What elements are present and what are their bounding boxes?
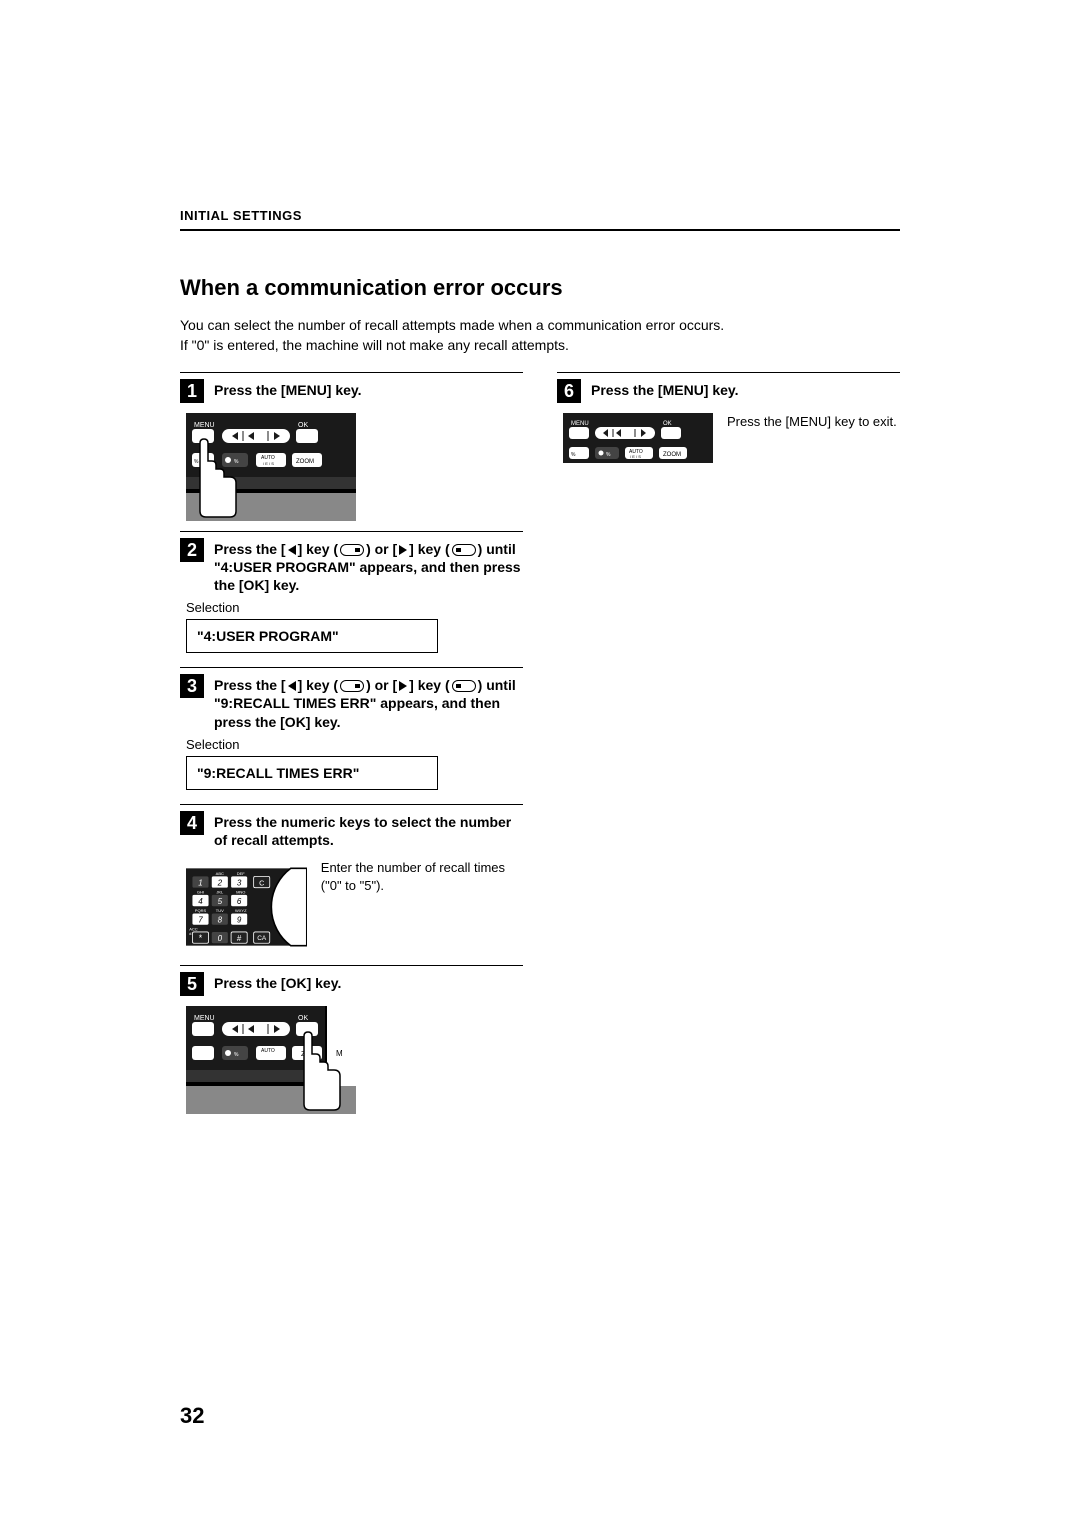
section-header: INITIAL SETTINGS [180,208,900,223]
svg-text:4: 4 [198,897,203,906]
svg-text:%: % [194,459,199,465]
step-4-title: Press the numeric keys to select the num… [214,811,523,849]
label-ok: OK [298,422,308,429]
pill-right-icon [452,544,476,556]
svg-text:*: * [199,933,203,943]
svg-text:/ E / S: / E / S [263,461,274,466]
step-4-number: 4 [180,811,204,835]
svg-text:MENU: MENU [194,1015,215,1022]
right-arrow-icon [399,681,407,691]
pill-right-icon [452,680,476,692]
svg-text:DEF: DEF [237,871,246,876]
step-2-number: 2 [180,538,204,562]
step-2-title: Press the [] key () or [] key () until "… [214,538,523,595]
lcd-user-program: "4:USER PROGRAM" [186,619,438,653]
svg-text:8: 8 [218,915,223,924]
step-2-head: 2 Press the [] key () or [] key () until… [180,531,523,595]
intro-text: You can select the number of recall atte… [180,315,900,356]
svg-text:AUTO: AUTO [261,1048,275,1054]
svg-text:TUV: TUV [216,908,224,913]
selection-label-1: Selection [186,600,523,615]
label-zoom: ZOOM [296,459,314,465]
numeric-keypad: ABC DEF 1 2 3 C GHI JKL MNO 4 5 6 PQRS T… [186,859,307,955]
svg-text:WXYZ: WXYZ [235,908,247,913]
step-3-number: 3 [180,674,204,698]
svg-text:5: 5 [218,897,223,906]
svg-text:3: 3 [237,878,242,887]
svg-text:%: % [606,452,611,458]
svg-text:OK: OK [298,1015,308,1022]
column-right: 6 Press the [MENU] key. MENU OK [557,370,900,1125]
step-6-number: 6 [557,379,581,403]
svg-text:6: 6 [237,897,242,906]
svg-text:OK: OK [663,421,672,427]
svg-text:0: 0 [218,934,223,943]
svg-text:JKL: JKL [216,889,224,894]
selection-label-2: Selection [186,737,523,752]
columns: 1 Press the [MENU] key. MENU OK [180,370,900,1125]
column-left: 1 Press the [MENU] key. MENU OK [180,370,523,1125]
step-4-note: Enter the number of recall times ("0" to… [321,859,523,895]
svg-text:M: M [336,1049,343,1058]
svg-text:#: # [237,934,242,943]
svg-text:C: C [259,878,264,887]
svg-text:PQRS: PQRS [195,908,207,913]
svg-text:%: % [234,1052,239,1058]
step-1-head: 1 Press the [MENU] key. [180,372,523,403]
step-3-title: Press the [] key () or [] key () until "… [214,674,523,731]
step-6-row: MENU OK % % AUTO / [563,413,900,463]
svg-text:2: 2 [217,878,223,887]
svg-text:ZOOM: ZOOM [663,452,681,458]
lcd-recall-times: "9:RECALL TIMES ERR" [186,756,438,790]
step-1-title: Press the [MENU] key. [214,379,362,399]
svg-text:MENU: MENU [571,421,589,427]
step-3-head: 3 Press the [] key () or [] key () until… [180,667,523,731]
pill-left-icon [340,680,364,692]
step-1-number: 1 [180,379,204,403]
control-panel-menu-exit: MENU OK % % AUTO / [563,413,713,463]
intro-line-1: You can select the number of recall atte… [180,317,724,333]
svg-text:9: 9 [237,915,242,924]
page-title: When a communication error occurs [180,275,900,301]
left-arrow-icon [288,545,296,555]
label-menu: MENU [194,422,215,429]
svg-text:%: % [571,452,576,458]
svg-text:/ E / S: / E / S [630,454,641,459]
step-4-head: 4 Press the numeric keys to select the n… [180,804,523,849]
svg-text:7: 7 [198,915,203,924]
svg-text:CA: CA [257,935,267,942]
right-arrow-icon [399,545,407,555]
divider [180,229,900,231]
left-arrow-icon [288,681,296,691]
step-5-title: Press the [OK] key. [214,972,341,992]
step-5-number: 5 [180,972,204,996]
svg-text:%: % [234,459,239,465]
step-4-row: ABC DEF 1 2 3 C GHI JKL MNO 4 5 6 PQRS T… [186,859,523,955]
svg-text:MNO: MNO [236,889,245,894]
intro-line-2: If "0" is entered, the machine will not … [180,337,569,353]
step-6-title: Press the [MENU] key. [591,379,739,399]
page-number: 32 [180,1403,204,1429]
svg-text:GHI: GHI [197,889,204,894]
pill-left-icon [340,544,364,556]
svg-text:ABC: ABC [216,871,224,876]
manual-page: INITIAL SETTINGS When a communication er… [0,0,1080,1529]
step-6-note: Press the [MENU] key to exit. [727,413,897,431]
control-panel-ok-press: MENU OK % AUTO Z [186,1006,356,1114]
step-6-head: 6 Press the [MENU] key. [557,372,900,403]
svg-text:1: 1 [198,878,202,887]
step-5-head: 5 Press the [OK] key. [180,965,523,996]
control-panel-menu-press: MENU OK % % AUTO / E / S Z [186,413,356,521]
